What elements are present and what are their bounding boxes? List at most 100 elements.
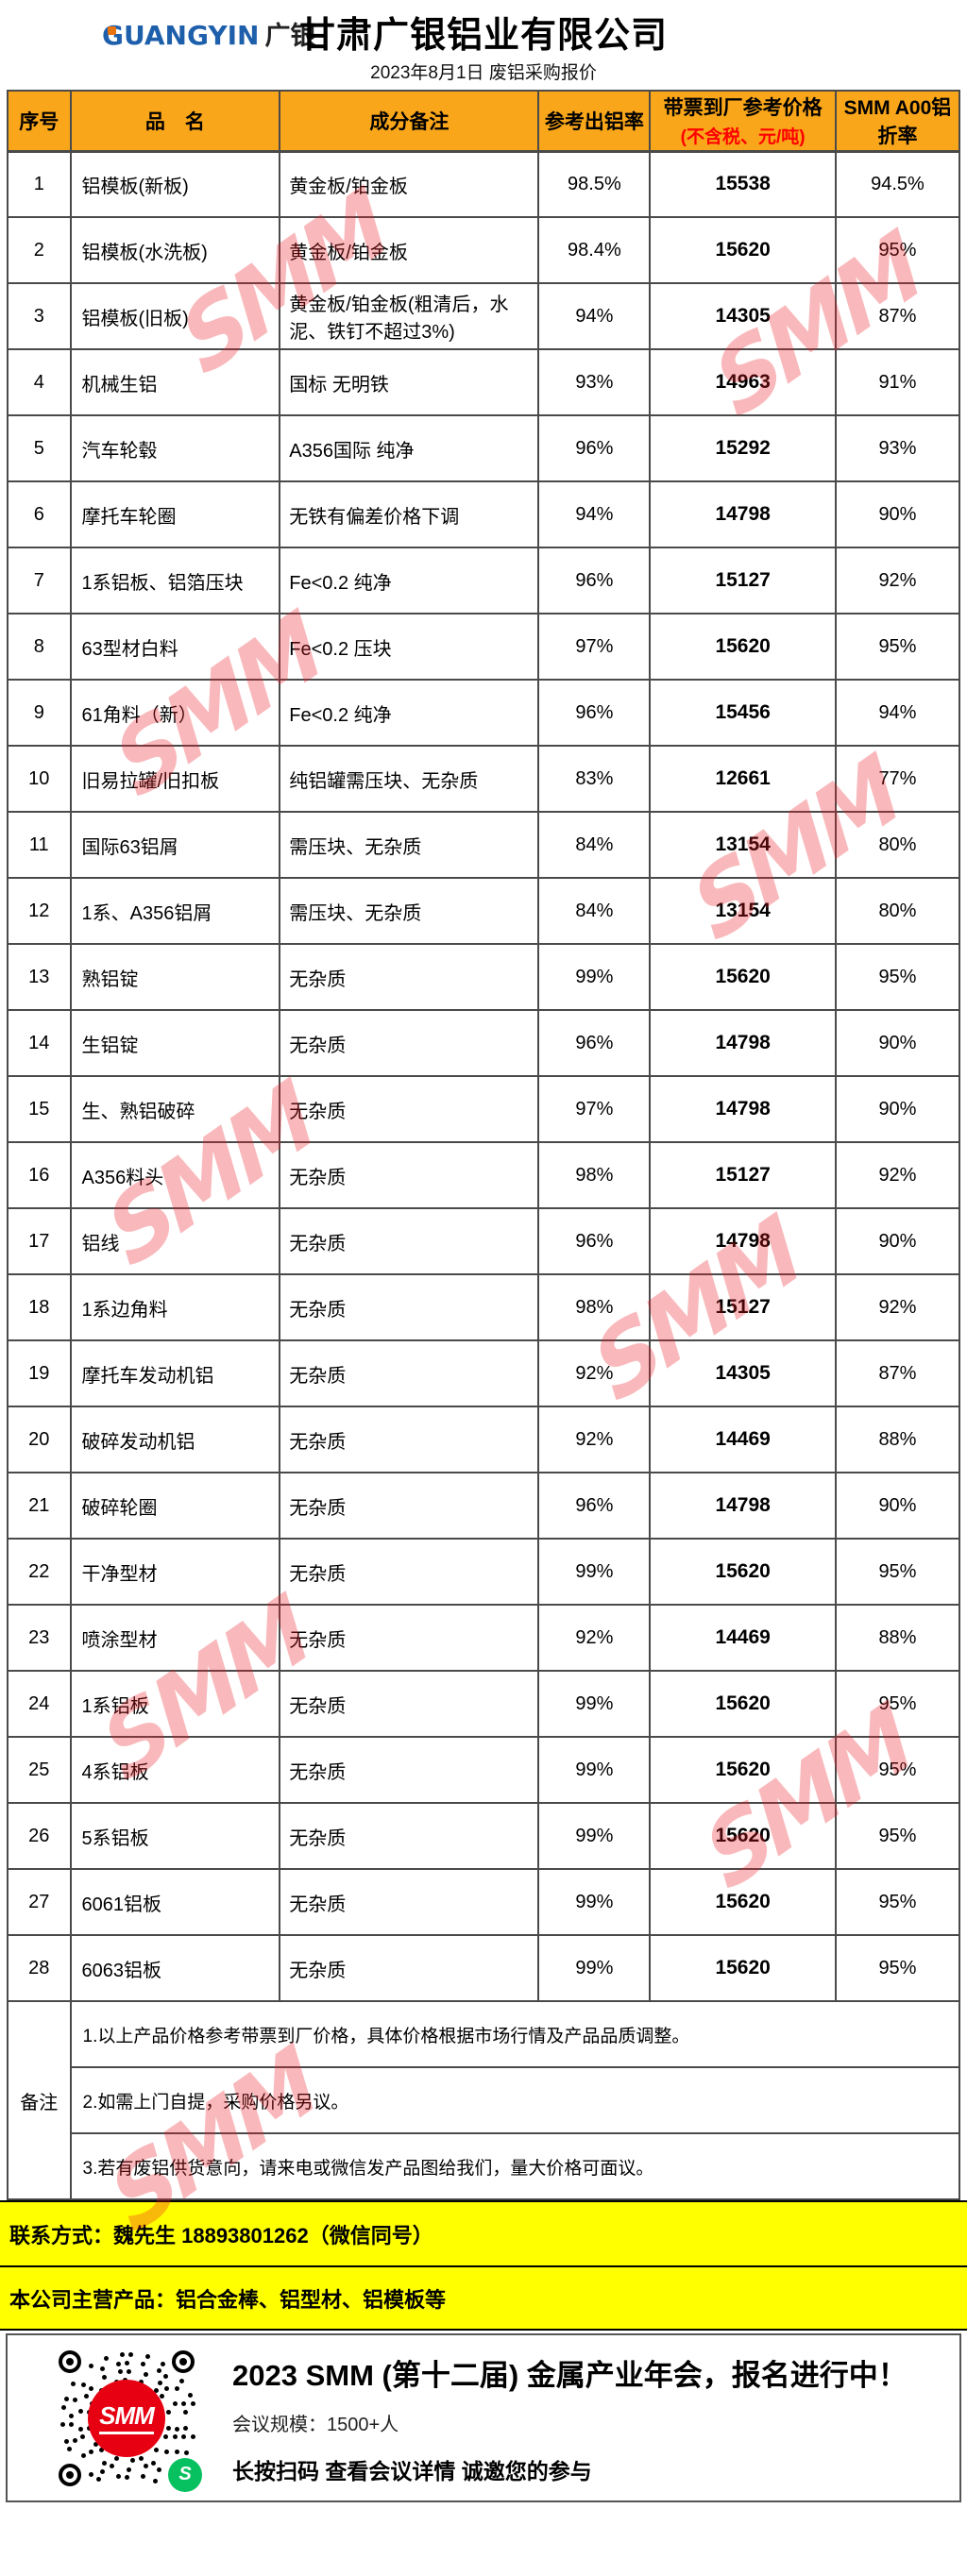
cell-composition-note: Fe<0.2 压块 [279, 613, 540, 681]
cell-composition-note: 黄金板/铂金板(粗清后，水泥、铁钉不超过3%) [279, 282, 540, 350]
cell-smm-ratio: 80% [834, 811, 961, 879]
cell-yield-rate: 97% [537, 613, 652, 681]
cell-product-name: 6063铝板 [69, 1934, 281, 2002]
cell-yield-rate: 99% [537, 943, 652, 1011]
cell-smm-ratio: 77% [834, 745, 961, 813]
remark-row: 2.如需上门自提，采购价格另议。 [8, 2066, 961, 2134]
cell-yield-rate: 96% [537, 679, 652, 747]
cell-yield-rate: 97% [537, 1075, 652, 1143]
cell-composition-note: 无杂质 [279, 1141, 540, 1209]
cell-index: 16 [7, 1141, 72, 1209]
cell-price: 15620 [649, 216, 837, 284]
cell-product-name: 4系铝板 [69, 1736, 281, 1804]
cell-composition-note: 无杂质 [279, 1075, 540, 1143]
table-row: 6 摩托车轮圈 无铁有偏差价格下调 94% 14798 90% [7, 480, 961, 548]
cell-smm-ratio: 95% [834, 1538, 961, 1606]
cell-smm-ratio: 95% [834, 613, 961, 681]
cell-composition-note: 需压块、无杂质 [279, 877, 540, 945]
cell-smm-ratio: 95% [834, 1934, 961, 2002]
cell-smm-ratio: 95% [834, 1670, 961, 1738]
cell-yield-rate: 99% [537, 1538, 652, 1606]
cell-yield-rate: 96% [537, 1009, 652, 1077]
cell-price: 15620 [649, 1802, 837, 1870]
page-subtitle-date: 2023年8月1日 废铝采购报价 [370, 63, 597, 83]
remark-row: 3.若有废铝供货意向，请来电或微信发产品图给我们，量大价格可面议。 [8, 2132, 961, 2200]
cell-yield-rate: 92% [537, 1604, 652, 1672]
cell-composition-note: 无杂质 [279, 1670, 540, 1738]
cell-index: 25 [7, 1736, 72, 1804]
cell-composition-note: 无杂质 [279, 1406, 540, 1473]
cell-price: 14469 [649, 1604, 837, 1672]
cell-yield-rate: 99% [537, 1934, 652, 2002]
smm-event-banner: SMM S 2023 SMM (第十二届) 金属产业年会，报名进行中！ 会议规模… [6, 2333, 961, 2502]
cell-index: 9 [7, 679, 72, 747]
main-products-bar: 本公司主营产品：铝合金棒、铝型材、铝模板等 [0, 2265, 967, 2331]
cell-composition-note: 纯铝罐需压块、无杂质 [279, 745, 540, 813]
cell-price: 14798 [649, 1075, 837, 1143]
cell-smm-ratio: 95% [834, 1736, 961, 1804]
cell-smm-ratio: 91% [834, 348, 961, 416]
cell-index: 14 [7, 1009, 72, 1077]
price-table: 序号 品 名 成分备注 参考出铝率 带票到厂参考价格 (不含税、元/吨) SMM… [7, 90, 961, 2200]
wechat-miniprogram-icon: S [168, 2457, 202, 2492]
cell-composition-note: 国标 无明铁 [279, 348, 540, 416]
cell-index: 5 [7, 414, 72, 482]
cell-price: 14305 [649, 282, 837, 350]
cell-index: 23 [7, 1604, 72, 1672]
cell-smm-ratio: 90% [834, 1075, 961, 1143]
cell-index: 28 [7, 1934, 72, 2002]
cell-composition-note: 需压块、无杂质 [279, 811, 540, 879]
cell-smm-ratio: 90% [834, 480, 961, 548]
col-header-product-name: 品 名 [69, 90, 281, 153]
logo-orange-dot-icon [108, 26, 116, 35]
col-header-composition-note: 成分备注 [279, 90, 540, 153]
cell-price: 14798 [649, 480, 837, 548]
cell-index: 24 [7, 1670, 72, 1738]
cell-product-name: 旧易拉罐/旧扣板 [69, 745, 281, 813]
cell-product-name: 63型材白料 [69, 613, 281, 681]
cell-product-name: 1系铝板 [69, 1670, 281, 1738]
cell-index: 4 [7, 348, 72, 416]
sheet-header: GUANGYIN 广银 甘肃广银铝业有限公司 2023年8月1日 废铝采购报价 [0, 0, 967, 90]
remark-item-3: 3.若有废铝供货意向，请来电或微信发产品图给我们，量大价格可面议。 [69, 2132, 961, 2200]
cell-yield-rate: 99% [537, 1868, 652, 1936]
table-row: 22 干净型材 无杂质 99% 15620 95% [7, 1538, 961, 1606]
cell-index: 19 [7, 1339, 72, 1407]
qr-corner-marker-icon [59, 2349, 81, 2373]
cell-price: 13154 [649, 877, 837, 945]
cell-price: 15456 [649, 679, 837, 747]
cell-price: 15620 [649, 1934, 837, 2002]
smm-logo-text: SMM [99, 2401, 155, 2434]
cell-yield-rate: 98.5% [537, 150, 652, 218]
cell-index: 3 [7, 282, 72, 350]
cell-smm-ratio: 90% [834, 1207, 961, 1275]
cell-smm-ratio: 93% [834, 414, 961, 482]
col-header-smm-ratio-line1: SMM A00铝 [843, 96, 952, 119]
remark-item-1: 1.以上产品价格参考带票到厂价格，具体价格根据市场行情及产品品质调整。 [69, 2000, 961, 2068]
table-row: 15 生、熟铝破碎 无杂质 97% 14798 90% [7, 1075, 961, 1143]
cell-product-name: 铝模板(新板) [69, 150, 281, 218]
cell-product-name: 1系边角料 [69, 1273, 281, 1341]
cell-product-name: 生、熟铝破碎 [69, 1075, 281, 1143]
remark-label-cell: 备注 [7, 2000, 72, 2200]
smm-logo-icon: SMM [88, 2379, 165, 2457]
cell-composition-note: 无杂质 [279, 1934, 540, 2002]
cell-smm-ratio: 92% [834, 547, 961, 615]
cell-index: 13 [7, 943, 72, 1011]
event-cta: 长按扫码 查看会议详情 诚邀您的参与 [232, 2458, 592, 2483]
cell-smm-ratio: 95% [834, 1802, 961, 1870]
col-header-price: 带票到厂参考价格 (不含税、元/吨) [649, 90, 837, 153]
table-row: 11 国际63铝屑 需压块、无杂质 84% 13154 80% [7, 811, 961, 879]
cell-price: 15620 [649, 943, 837, 1011]
cell-index: 2 [7, 216, 72, 284]
cell-product-name: 摩托车发动机铝 [69, 1339, 281, 1407]
col-header-index: 序号 [7, 90, 72, 153]
cell-product-name: 机械生铝 [69, 348, 281, 416]
table-row: 3 铝模板(旧板) 黄金板/铂金板(粗清后，水泥、铁钉不超过3%) 94% 14… [7, 282, 961, 350]
table-row: 1 铝模板(新板) 黄金板/铂金板 98.5% 15538 94.5% [7, 150, 961, 218]
cell-price: 14469 [649, 1406, 837, 1473]
cell-product-name: 5系铝板 [69, 1802, 281, 1870]
cell-composition-note: 无杂质 [279, 1604, 540, 1672]
cell-index: 20 [7, 1406, 72, 1473]
table-row: 13 熟铝锭 无杂质 99% 15620 95% [7, 943, 961, 1011]
